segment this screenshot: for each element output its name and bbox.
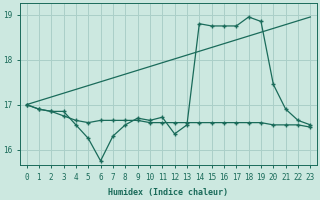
X-axis label: Humidex (Indice chaleur): Humidex (Indice chaleur) bbox=[108, 188, 228, 197]
